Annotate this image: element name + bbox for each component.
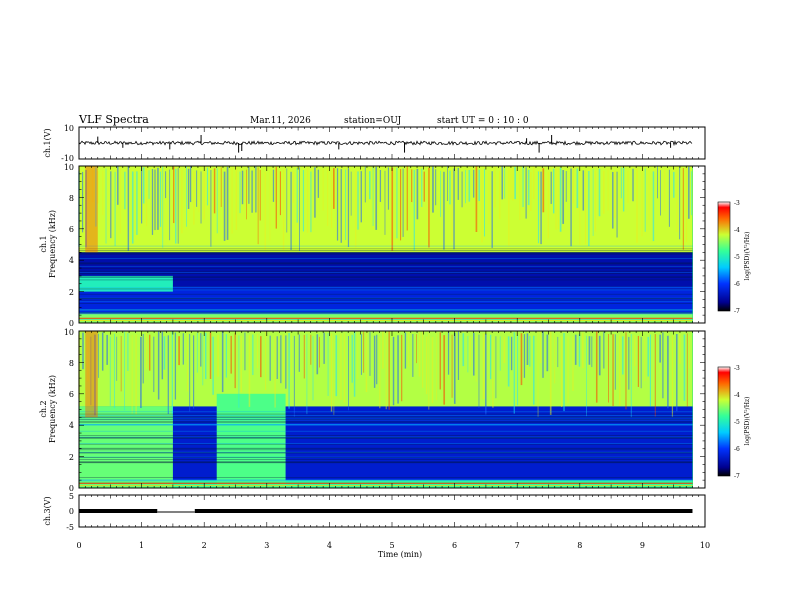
figure-title: VLF Spectra [78,113,149,126]
date-label: Mar.11, 2026 [250,116,311,126]
ch2-colorbar-tick-bottom: -7 [734,473,740,480]
ch1-colorbar-tick-2: -4 [734,227,740,234]
ch3-signal-panel: 5 0 -5 ch.3(V) [43,492,706,532]
ch1-ytick-2: 2 [69,288,74,297]
spectral-band-3 [79,166,693,253]
xtick-4: 4 [327,541,332,550]
ch2-spectrogram-image [78,331,693,488]
ch1-colorbar-tick-3: -5 [734,254,740,261]
ch2-colorbar: -3 -4 -5 -6 -7 log(PSD)(V²/Hz) [717,365,751,480]
spectral-texture [78,331,693,487]
ch1-spectrogram-panel: 0 2 4 6 8 10 ch.1 Frequency (kHz) [39,163,706,328]
ch1-colorbar-gradient [717,201,731,312]
ch1-waveform-trace [78,140,693,147]
ch2-ytick-10: 10 [64,328,74,337]
ch2-colorbar-tick-4: -6 [734,446,740,453]
ch2-spectrogram-ylabel: Frequency (kHz) [48,375,57,443]
ch2-colorbar-label: log(PSD)(V²/Hz) [744,397,751,446]
ch1-colorbar: -3 -4 -5 -6 -7 log(PSD)(V²/Hz) [717,200,751,315]
station-label: station=OUJ [344,116,402,126]
ch2-ytick-6: 6 [69,390,74,399]
ch1-ytick-0: 0 [69,319,74,328]
time-axis: 0 1 2 3 4 5 6 7 8 9 10 Time (min) [76,541,710,559]
ch1-ytick-bottom: -10 [61,154,74,163]
ch1-ytick-8: 8 [69,194,74,203]
ch3-ytick-top: 5 [69,492,74,501]
ch3-ytick-mid: 0 [69,507,74,516]
time-axis-label: Time (min) [378,550,422,559]
ch1-ytick-6: 6 [69,225,74,234]
spectral-segment-1 [216,393,286,488]
ch3-signal-ylabel: ch.3(V) [43,496,52,525]
ch2-ytick-4: 4 [69,421,74,430]
ch1-ytick-10: 10 [64,163,74,172]
ch1-ytick-top: 10 [64,124,74,133]
spectral-band-2 [79,252,693,287]
spectral-band-0 [79,480,693,488]
ch2-colorbar-tick-top: -3 [734,365,740,372]
xtick-8: 8 [577,541,582,550]
ch1-spectrogram-ylabel: Frequency (kHz) [48,210,57,278]
ch3-ytick-bottom: -5 [66,523,74,532]
start-time-label: start UT = 0 : 10 : 0 [437,116,529,126]
xtick-2: 2 [202,541,207,550]
axis-tick-marks [78,127,706,527]
ch2-ytick-0: 0 [69,484,74,493]
spectral-segment-0 [79,406,173,488]
ch1-colorbar-label: log(PSD)(V²/Hz) [744,232,751,281]
ch1-waveform-panel: 10 -10 ch.1(V) [43,124,706,163]
ch2-ytick-8: 8 [69,359,74,368]
ch2-colorbar-tick-2: -4 [734,392,740,399]
xtick-6: 6 [452,541,457,550]
ch2-spectrogram-channel-label: ch.2 [39,400,48,417]
ch1-colorbar-tick-top: -3 [734,200,740,207]
ch1-colorbar-tick-4: -6 [734,281,740,288]
ch1-colorbar-tick-bottom: -7 [734,308,740,315]
ch2-ytick-2: 2 [69,453,74,462]
ch2-colorbar-tick-3: -5 [734,419,740,426]
ch1-waveform-spikes [97,135,672,153]
xtick-10: 10 [700,541,710,550]
ch1-spectrogram-image [78,166,693,323]
xtick-5: 5 [389,541,394,550]
xtick-3: 3 [264,541,269,550]
xtick-0: 0 [76,541,81,550]
xtick-1: 1 [139,541,144,550]
spectral-texture [78,166,693,322]
ch3-signal-trace [79,509,693,513]
ch1-ytick-4: 4 [69,256,74,265]
ch2-colorbar-gradient [717,366,731,477]
ch2-spectrogram-panel: 0 2 4 6 8 10 ch.2 Frequency (kHz) [39,328,706,493]
xtick-7: 7 [515,541,520,550]
ch1-spectrogram-channel-label: ch.1 [39,235,48,252]
xtick-9: 9 [640,541,645,550]
ch1-waveform-ylabel: ch.1(V) [43,128,52,157]
